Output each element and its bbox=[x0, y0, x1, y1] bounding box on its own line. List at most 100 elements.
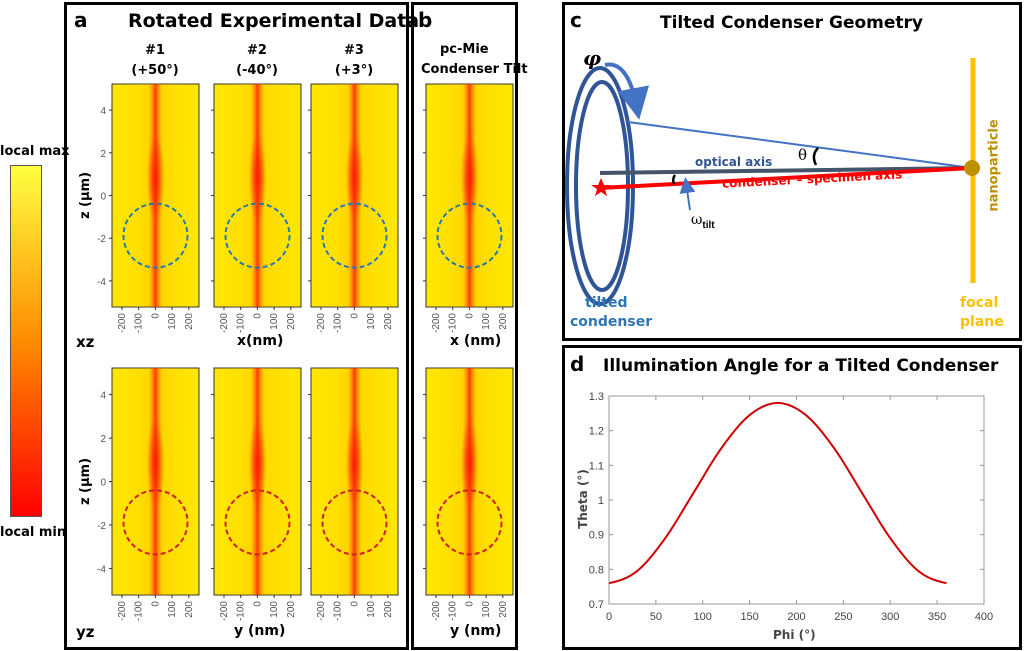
nanoparticle-dot bbox=[964, 160, 980, 176]
heatmap-focus-spot bbox=[146, 417, 165, 509]
x-tick-label: 200 bbox=[498, 601, 509, 618]
plot-area bbox=[608, 395, 985, 605]
x-tick-label: 100 bbox=[694, 611, 712, 623]
x-tick-label: -200 bbox=[117, 313, 128, 333]
x-tick-label: 100 bbox=[481, 313, 492, 330]
column-header-angle: (+50°) bbox=[131, 63, 178, 78]
x-tick-label: -100 bbox=[236, 601, 247, 621]
heatmap-focus-spot bbox=[146, 133, 165, 223]
omega-angle-arc bbox=[671, 174, 677, 185]
x-tick-label: 100 bbox=[366, 313, 377, 330]
row-label-yz: yz bbox=[76, 623, 95, 641]
dashed-circle bbox=[224, 489, 291, 556]
dashed-circle bbox=[122, 202, 189, 269]
x-tick-label: 0 bbox=[150, 601, 161, 607]
x-tick-label: 100 bbox=[269, 313, 280, 330]
omega-subscript: tilt bbox=[702, 219, 715, 231]
x-tick-label: 50 bbox=[650, 611, 662, 623]
heatmap-focus-spot bbox=[248, 133, 267, 223]
x-tick-label: 200 bbox=[383, 313, 394, 330]
heatmap-focus-spot bbox=[460, 417, 479, 509]
x-tick-label: 100 bbox=[269, 601, 280, 618]
x-tick-label: 100 bbox=[167, 313, 178, 330]
y-tick-label: 1.2 bbox=[589, 426, 604, 438]
theta-curve bbox=[608, 401, 947, 585]
z-tick-label: 0 bbox=[100, 478, 106, 489]
heatmap-focus-spot bbox=[248, 417, 267, 509]
column-header-label: #2 bbox=[247, 43, 267, 58]
y-tick-label: 0.9 bbox=[589, 530, 604, 542]
dashed-circle bbox=[224, 202, 291, 269]
x-tick-label: -100 bbox=[333, 313, 344, 333]
dashed-circle bbox=[122, 489, 189, 556]
x-tick-label: 400 bbox=[975, 611, 993, 623]
x-tick-label: 200 bbox=[286, 313, 297, 330]
theta-angle-arc bbox=[812, 147, 819, 166]
heatmap-focus-spot bbox=[345, 417, 364, 509]
heatmap-focus-spot bbox=[460, 133, 479, 223]
x-tick-label: -100 bbox=[134, 313, 145, 333]
focal-plane-label-1: focal bbox=[960, 295, 999, 311]
x-tick-label: 0 bbox=[464, 313, 475, 319]
x-tick-label: -100 bbox=[448, 601, 459, 621]
chart-ylabel: Theta (°) bbox=[575, 469, 590, 529]
omega-symbol: ω bbox=[691, 212, 703, 228]
y-tick-label: 0.7 bbox=[589, 599, 604, 611]
x-tick-label: 100 bbox=[481, 601, 492, 618]
row-label-xz: xz bbox=[76, 333, 95, 351]
condenser-specimen-axis-line bbox=[599, 166, 973, 190]
optical-axis-label: optical axis bbox=[695, 155, 773, 169]
panel-a-letter: a bbox=[74, 8, 88, 32]
z-tick-label: -4 bbox=[97, 277, 106, 288]
dashed-circle bbox=[436, 489, 503, 556]
panel-d bbox=[562, 345, 1022, 650]
panel-c-title: Tilted Condenser Geometry bbox=[660, 13, 924, 33]
x-tick-label: 200 bbox=[184, 313, 195, 330]
x-tick-label: 200 bbox=[498, 313, 509, 330]
column-header-angle: (+3°) bbox=[335, 63, 373, 78]
panel-b-title-1: pc-Mie bbox=[440, 42, 489, 57]
x-tick-label: 0 bbox=[150, 313, 161, 319]
x-tick-label: -200 bbox=[431, 601, 442, 621]
x-tick-label: -200 bbox=[219, 601, 230, 621]
dashed-circle bbox=[436, 202, 503, 269]
x-tick-label: 200 bbox=[383, 601, 394, 618]
x-tick-label: -200 bbox=[431, 313, 442, 333]
panel-b bbox=[411, 2, 518, 650]
x-tick-label: 0 bbox=[252, 313, 263, 319]
x-tick-label: 0 bbox=[349, 601, 360, 607]
panel-a-title: Rotated Experimental Data bbox=[128, 10, 420, 32]
colorbar bbox=[10, 165, 42, 517]
x-tick-label: -200 bbox=[316, 313, 327, 333]
x-tick-label: 150 bbox=[740, 611, 758, 623]
x-tick-label: 250 bbox=[834, 611, 852, 623]
x-tick-label: -200 bbox=[316, 601, 327, 621]
x-tick-label: -100 bbox=[448, 313, 459, 333]
tilted-condenser-label-2: condenser bbox=[570, 314, 653, 330]
x-tick-label: -200 bbox=[117, 601, 128, 621]
x-tick-label: -100 bbox=[333, 601, 344, 621]
z-tick-label: -2 bbox=[97, 234, 106, 245]
z-tick-label: -4 bbox=[97, 564, 106, 575]
phi-rotation-arrow bbox=[604, 62, 650, 120]
star-icon bbox=[591, 178, 611, 196]
tilted-condenser-label-1: tilted bbox=[585, 295, 628, 311]
y-tick-label: 1.3 bbox=[589, 391, 604, 403]
x-tick-label: 200 bbox=[184, 601, 195, 618]
panel-b-xlabel-top: x (nm) bbox=[450, 333, 502, 349]
illumination-ray bbox=[627, 121, 973, 169]
x-tick-label: 200 bbox=[787, 611, 805, 623]
panel-b-title-2: Condenser Tilt bbox=[421, 62, 528, 77]
column-header-angle: (-40°) bbox=[236, 63, 278, 78]
y-tick-label: 1.1 bbox=[589, 460, 604, 472]
omega-pointer-arrow bbox=[679, 177, 696, 211]
x-tick-label: 0 bbox=[252, 601, 263, 607]
dashed-circle bbox=[321, 489, 388, 556]
z-tick-label: 4 bbox=[100, 391, 106, 402]
phi-symbol: φ bbox=[583, 46, 602, 70]
y-tick-label: 1 bbox=[598, 495, 604, 507]
y-tick-label: 0.8 bbox=[589, 564, 604, 576]
